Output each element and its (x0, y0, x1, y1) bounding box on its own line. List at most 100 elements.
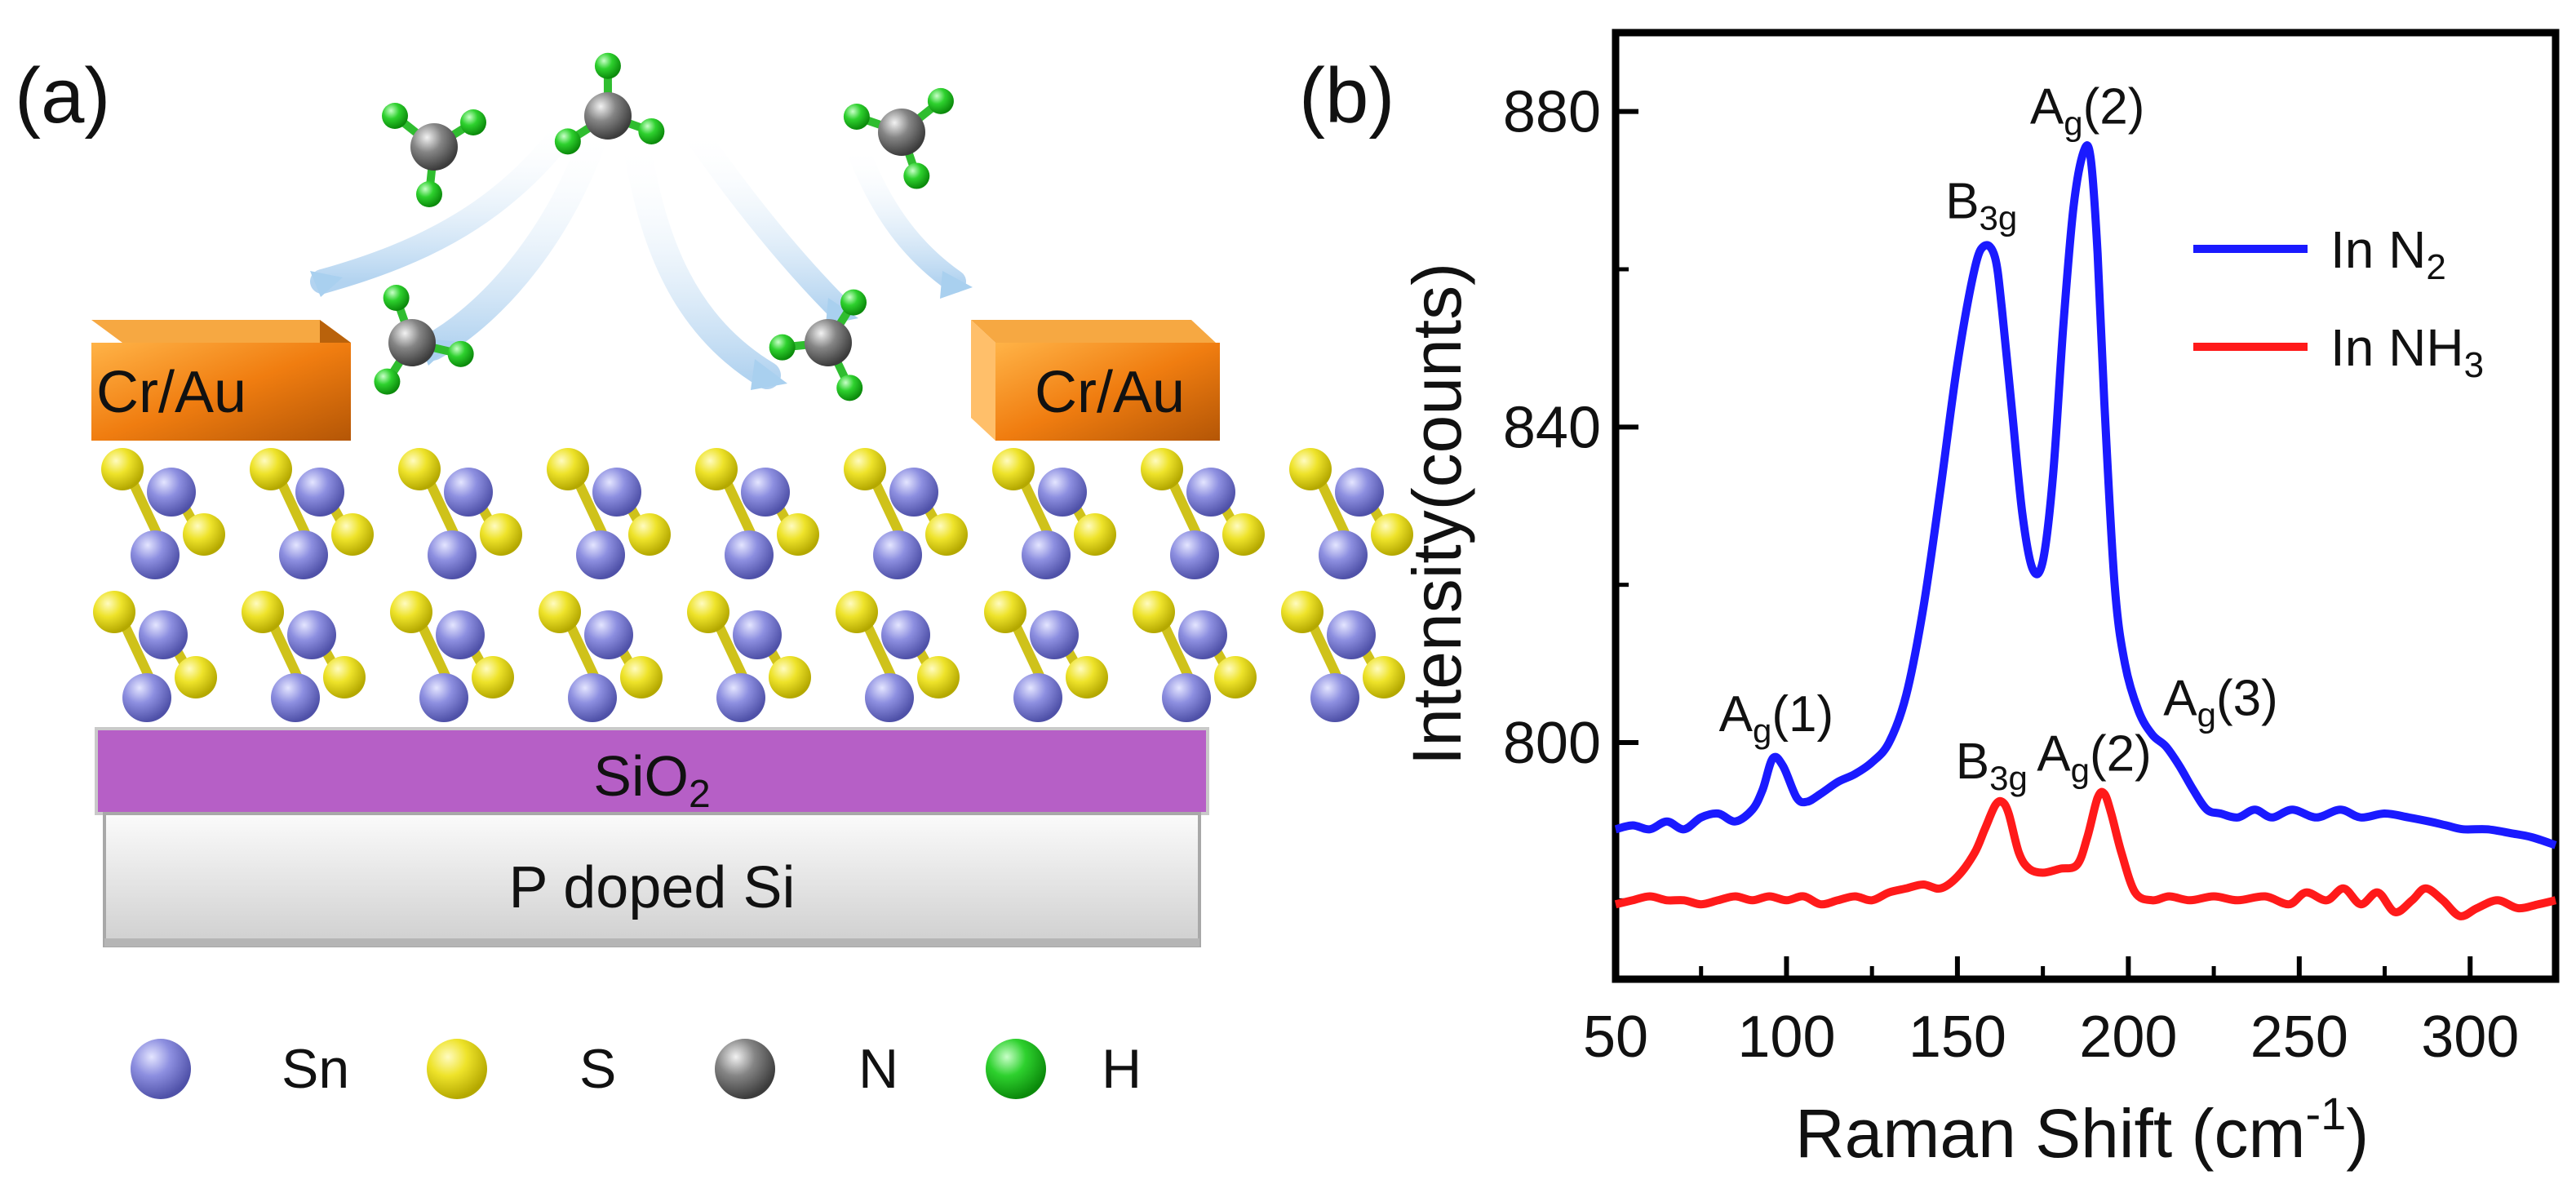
sulfur-atom (242, 591, 284, 633)
sulfur-atom (1066, 656, 1108, 698)
tin-atom (1310, 673, 1359, 722)
sulfur-atom (917, 656, 960, 698)
gas-flow-arrows (310, 110, 973, 390)
hydrogen-atom (447, 340, 474, 367)
peak-label: Ag(2) (2030, 79, 2145, 143)
nh3-molecule (374, 284, 474, 395)
sulfur-atom (1371, 513, 1413, 556)
tin-atom (1178, 610, 1227, 659)
sio2-layer: SiO2 (95, 727, 1209, 816)
sulfur-atom (844, 448, 886, 490)
tin-atom (122, 673, 171, 722)
tin-atom (725, 530, 774, 579)
tin-atom (1038, 468, 1087, 517)
series-line-nh3 (1614, 787, 2557, 920)
nitrogen-atom (410, 123, 458, 171)
tin-atom (733, 610, 782, 659)
tin-atom (287, 610, 336, 659)
tin-atom (873, 530, 922, 579)
legend-label-n: N (858, 1038, 898, 1100)
tin-atom (1170, 530, 1219, 579)
y-tick-label: 840 (1503, 395, 1601, 460)
electrode-right-label: Cr/Au (1035, 360, 1185, 425)
legend-item-h: H (986, 1038, 1142, 1100)
sulfur-atom (1363, 656, 1405, 698)
hydrogen-atom (460, 109, 486, 135)
hydrogen-atom (903, 162, 930, 189)
sulfur-atom (1133, 591, 1175, 633)
sulfur-atom (398, 448, 441, 490)
tin-atom (881, 610, 930, 659)
panel-b-label: (b) (1299, 52, 1394, 140)
nh3-molecule (382, 103, 486, 207)
tin-atom (1186, 468, 1235, 517)
electrode-left: Cr/Au (91, 320, 351, 441)
sulfur-atom (331, 513, 374, 556)
tin-atom (271, 673, 320, 722)
tin-atom (139, 610, 188, 659)
tin-atom (1327, 610, 1376, 659)
sio2-label: SiO2 (593, 744, 710, 816)
legend-label-s: S (579, 1038, 616, 1100)
tin-atom (428, 530, 477, 579)
x-axis-title: Raman Shift (cm-1) (1795, 1088, 2369, 1172)
hydrogen-atom (594, 52, 621, 79)
electrode-right: Cr/Au (971, 320, 1220, 441)
hydrogen-atom (769, 334, 796, 361)
nh3-molecule (554, 52, 665, 155)
nitrogen-atom (584, 92, 632, 140)
si-substrate-label: P doped Si (509, 855, 796, 920)
tin-atom (444, 468, 493, 517)
x-tick-label: 300 (2421, 1004, 2519, 1070)
tin-atom (419, 673, 468, 722)
sulfur-atom (1289, 448, 1332, 490)
sulfur-atom (472, 656, 514, 698)
tin-atom (1162, 673, 1211, 722)
peak-label: B3g (1945, 174, 2017, 237)
data-series (1614, 141, 2557, 920)
si-substrate: P doped Si (103, 812, 1201, 947)
sulfur-atom (101, 448, 144, 490)
legend-label-h: H (1102, 1038, 1142, 1100)
legend-item-n: N (715, 1038, 898, 1100)
tin-atom (865, 673, 914, 722)
sulfur-atom (539, 591, 581, 633)
tin-atom (1335, 468, 1384, 517)
nh3-molecules (374, 52, 954, 401)
tin-atom (295, 468, 344, 517)
sns-layer (93, 591, 1405, 722)
tin-atom (741, 468, 790, 517)
x-tick-label: 200 (2079, 1004, 2177, 1070)
tin-atom (592, 468, 641, 517)
sulfur-atom (777, 513, 819, 556)
axis-ticks: 50 100 150 200 250 300 800 840 880 (1503, 80, 2519, 1070)
x-tick-label: 50 (1583, 1004, 1648, 1070)
tin-atom (1319, 530, 1368, 579)
n-atom-icon (715, 1039, 775, 1099)
x-tick-label: 150 (1909, 1004, 2006, 1070)
hydrogen-atom (374, 368, 401, 395)
x-tick-label: 100 (1737, 1004, 1835, 1070)
tin-atom (584, 610, 633, 659)
legend-label-n2: In N2 (2330, 220, 2446, 287)
tin-atom (436, 610, 485, 659)
tin-atom (279, 530, 328, 579)
nitrogen-atom (878, 109, 925, 156)
sulfur-atom (1281, 591, 1323, 633)
x-tick-label: 250 (2250, 1004, 2348, 1070)
panel-a-device-schematic: (a) Cr/Au Cr/Au (15, 52, 1413, 1100)
tin-atom (568, 673, 617, 722)
sulfur-atom (323, 656, 366, 698)
nitrogen-atom (388, 319, 436, 366)
sns-layer (101, 448, 1413, 579)
hydrogen-atom (638, 118, 665, 144)
sulfur-atom (687, 591, 729, 633)
atom-legend: Sn S N H (131, 1038, 1142, 1100)
legend-label-nh3: In NH3 (2330, 318, 2484, 385)
hydrogen-atom (554, 128, 581, 155)
sulfur-atom (183, 513, 225, 556)
sulfur-atom (250, 448, 292, 490)
